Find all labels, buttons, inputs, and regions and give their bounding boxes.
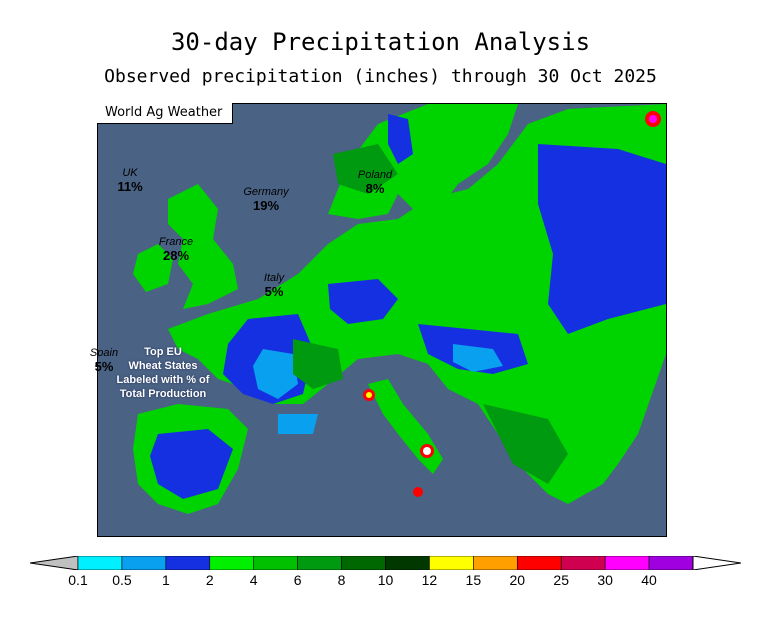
legend-ticks: 0.1 0.5 1 2 4 6 8 10 12 15 20 25 30 40 <box>0 572 761 592</box>
legend-swatch <box>473 556 518 570</box>
region-label-italy: Italy 5% <box>253 272 295 298</box>
region-percent: 5% <box>94 359 114 374</box>
region-label-poland: Poland 8% <box>345 169 405 195</box>
region-label-spain: Spain 5% <box>82 347 126 373</box>
map-title: 30-day Precipitation Analysis <box>170 28 591 56</box>
legend-tick-label: 4 <box>249 572 258 588</box>
wheat-note: Top EU Wheat States Labeled with % of To… <box>103 345 223 401</box>
legend-tick-label: 0.5 <box>112 572 132 588</box>
legend-tick-label: 20 <box>509 572 526 588</box>
legend-tick-label: 1 <box>161 572 170 588</box>
region-percent: 19% <box>252 198 280 213</box>
region-percent: 28% <box>162 248 190 263</box>
region-label-france: France 28% <box>146 236 206 262</box>
region-name: France <box>158 236 194 248</box>
legend-tick-label: 6 <box>293 572 302 588</box>
legend-above-arrow <box>692 556 741 570</box>
legend-swatch <box>341 556 386 570</box>
legend-swatch <box>165 556 211 570</box>
precipitation-map <box>97 103 667 537</box>
region-name: UK <box>122 167 138 179</box>
legend-swatch <box>604 556 650 570</box>
map-subtitle: Observed precipitation (inches) through … <box>104 66 657 87</box>
legend-tick-label: 40 <box>641 572 657 588</box>
legend-swatch <box>297 556 342 570</box>
legend-swatch <box>77 556 123 570</box>
color-legend <box>30 556 741 570</box>
region-name: Poland <box>357 169 393 181</box>
legend-swatch <box>648 556 694 570</box>
region-label-uk: UK 11% <box>105 167 155 193</box>
legend-tick-label: 10 <box>377 572 394 588</box>
legend-tick-label: 12 <box>421 572 438 588</box>
note-line: Labeled with % of <box>116 374 210 386</box>
legend-tick-label: 2 <box>205 572 214 588</box>
region-name: Spain <box>89 347 119 359</box>
legend-tick-label: 15 <box>465 572 482 588</box>
legend-swatch <box>516 556 562 570</box>
legend-swatch <box>209 556 255 570</box>
note-line: Top EU <box>144 346 182 358</box>
region-name: Germany <box>243 186 289 198</box>
note-line: Wheat States <box>128 360 198 372</box>
region-name: Italy <box>263 272 285 284</box>
legend-tick-label: 0.1 <box>68 572 88 588</box>
legend-bar <box>30 556 741 570</box>
legend-swatch <box>385 556 430 570</box>
note-line: Total Production <box>119 388 207 400</box>
brand-label: World Ag Weather <box>97 103 234 124</box>
legend-below-arrow <box>30 556 79 570</box>
map-shading <box>98 104 666 536</box>
region-label-germany: Germany 19% <box>231 186 301 212</box>
legend-tick-label: 25 <box>553 572 569 588</box>
legend-tick-label: 30 <box>597 572 613 588</box>
region-percent: 11% <box>117 179 143 194</box>
legend-swatch <box>121 556 167 570</box>
legend-swatch <box>253 556 298 570</box>
legend-swatch <box>429 556 474 570</box>
region-percent: 5% <box>264 284 284 299</box>
legend-swatch <box>560 556 606 570</box>
legend-tick-label: 8 <box>337 572 346 588</box>
region-percent: 8% <box>365 181 385 196</box>
